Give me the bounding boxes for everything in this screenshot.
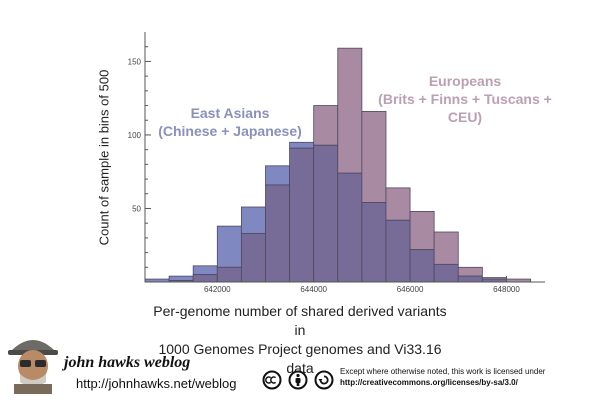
bar-overlap-647000 [457, 275, 483, 283]
x-axis-label-line-1: Per-genome number of shared derived vari… [153, 303, 447, 338]
series-label-east-asians: East Asians (Chinese + Japanese) [155, 104, 305, 140]
bar-overlap-643500 [289, 147, 315, 283]
y-axis-label: Count of sample in bins of 500 [96, 69, 112, 246]
bar-east-asians-643000 [265, 165, 290, 186]
share-alike-icon [314, 370, 334, 390]
license-line: Except where otherwise noted, this work … [340, 367, 546, 376]
license-text: Except where otherwise noted, this work … [340, 366, 545, 388]
bar-overlap-642000 [216, 266, 242, 283]
bar-overlap-644500 [337, 172, 363, 283]
bar-east-asians-641000 [168, 275, 194, 281]
license-url[interactable]: http://creativecommons.org/licenses/by-s… [340, 378, 518, 387]
bar-east-asians-641500 [192, 265, 218, 276]
blog-title: john hawks weblog [64, 354, 191, 371]
x-tick-label: 644000 [300, 285, 327, 294]
series-label-europeans-line-1: Europeans [428, 73, 502, 89]
footer: john hawks weblog http://johnhawks.net/w… [0, 320, 600, 400]
bar-overlap-645000 [361, 202, 387, 283]
bar-east-asians-642000 [216, 225, 242, 268]
bar-overlap-646000 [409, 249, 435, 283]
x-tick-label: 648000 [493, 285, 520, 294]
attribution-icon [288, 370, 308, 390]
x-tick-label: 646000 [397, 285, 424, 294]
bar-europeans-647000 [457, 266, 483, 277]
bar-overlap-646500 [433, 263, 459, 283]
bar-europeans-644000 [313, 105, 339, 146]
bar-europeans-646500 [433, 231, 459, 265]
y-tick-label: 150 [128, 57, 142, 66]
bar-europeans-644500 [337, 47, 363, 174]
bar-europeans-645500 [385, 187, 411, 221]
blog-url[interactable]: http://johnhawks.net/weblog [76, 376, 237, 391]
y-tick-label: 100 [128, 131, 142, 140]
bar-europeans-645000 [361, 111, 387, 203]
histogram-chart: 50 100 150 642000 644000 646000 648000 [128, 32, 545, 294]
creative-commons-icon [262, 370, 282, 390]
bar-europeans-646000 [409, 211, 435, 251]
author-avatar [6, 322, 60, 394]
bar-east-asians-643500 [289, 141, 315, 149]
bar-overlap-642500 [240, 233, 266, 283]
bar-overlap-643000 [265, 184, 290, 283]
series-label-east-asians-line-1: East Asians [190, 105, 270, 121]
series-label-europeans: Europeans (Brits + Finns + Tuscans + CEU… [365, 72, 565, 126]
x-axis-label: Per-genome number of shared derived vari… [150, 302, 450, 378]
bar-overlap-645500 [385, 219, 411, 283]
chart-area: 50 100 150 642000 644000 646000 648000 Count o… [96, 32, 565, 376]
y-tick-label: 50 [132, 204, 141, 213]
bar-overlap-641500 [192, 274, 218, 283]
series-label-east-asians-line-2: (Chinese + Japanese) [158, 123, 302, 139]
x-tick-label: 642000 [204, 285, 231, 294]
bar-east-asians-642500 [240, 206, 266, 234]
series-label-europeans-line-2: (Brits + Finns + Tuscans + CEU) [378, 91, 552, 125]
bar-overlap-644000 [313, 144, 339, 283]
